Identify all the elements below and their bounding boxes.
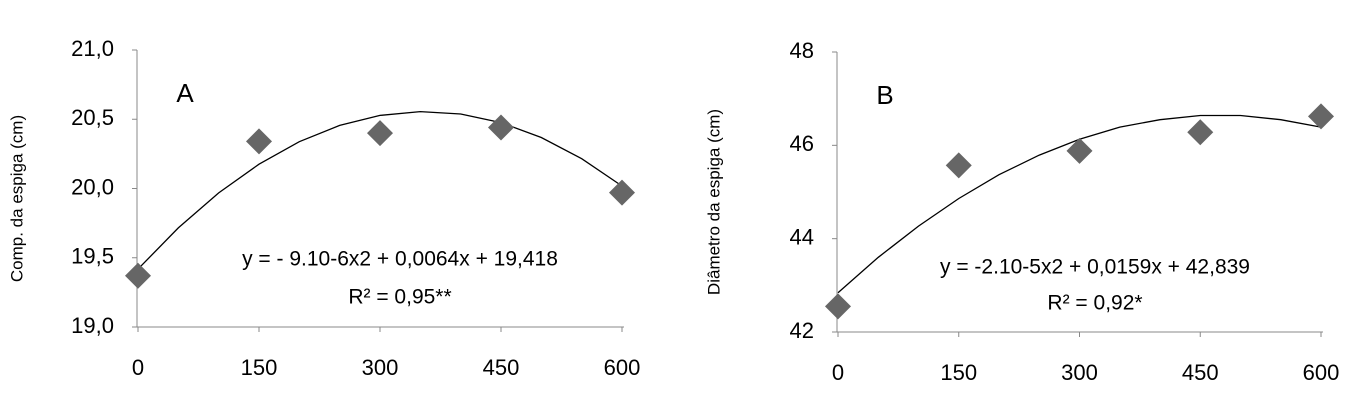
y-tick-label: 42 bbox=[790, 318, 814, 343]
y-tick-label: 44 bbox=[790, 224, 814, 249]
y-tick-label: 21,0 bbox=[71, 36, 114, 61]
x-tick-label: 150 bbox=[241, 355, 278, 380]
data-point bbox=[246, 128, 272, 155]
y-tick-label: 20,5 bbox=[71, 105, 114, 130]
y-axis-title: Comp. da espiga (cm) bbox=[7, 115, 26, 282]
data-point bbox=[1187, 119, 1214, 146]
y-tick-label: 20,0 bbox=[71, 174, 114, 199]
data-point bbox=[609, 179, 635, 206]
equation: y = - 9.10-6x2 + 0,0064x + 19,418 bbox=[242, 248, 558, 271]
data-point bbox=[825, 293, 851, 320]
data-point bbox=[1066, 137, 1093, 164]
y-tick-label: 46 bbox=[790, 131, 814, 156]
panel-label: B bbox=[876, 80, 893, 110]
trend-line bbox=[137, 110, 623, 270]
data-point bbox=[125, 262, 151, 289]
data-point bbox=[1308, 103, 1334, 130]
x-tick-label: 300 bbox=[1061, 360, 1098, 385]
data-point bbox=[488, 114, 514, 141]
x-tick-label: 600 bbox=[604, 355, 641, 380]
equation: y = -2.10-5x2 + 0,0159x + 42,839 bbox=[940, 256, 1250, 279]
panel-label: A bbox=[176, 78, 194, 108]
y-tick-label: 19,0 bbox=[71, 313, 114, 338]
r-squared: R² = 0,95** bbox=[348, 286, 451, 309]
x-tick-label: 450 bbox=[1182, 360, 1219, 385]
y-tick-label: 19,5 bbox=[71, 244, 114, 269]
x-tick-label: 0 bbox=[132, 355, 144, 380]
x-tick-label: 600 bbox=[1303, 360, 1340, 385]
y-tick-label: 48 bbox=[790, 38, 814, 63]
x-tick-label: 0 bbox=[832, 360, 844, 385]
x-tick-label: 300 bbox=[362, 355, 399, 380]
data-point bbox=[367, 120, 393, 147]
x-tick-label: 450 bbox=[483, 355, 520, 380]
data-point bbox=[945, 152, 972, 179]
r-squared: R² = 0,92* bbox=[1047, 292, 1142, 315]
x-tick-label: 150 bbox=[940, 360, 977, 385]
y-axis-title: Diâmetro da espiga (cm) bbox=[704, 109, 723, 295]
